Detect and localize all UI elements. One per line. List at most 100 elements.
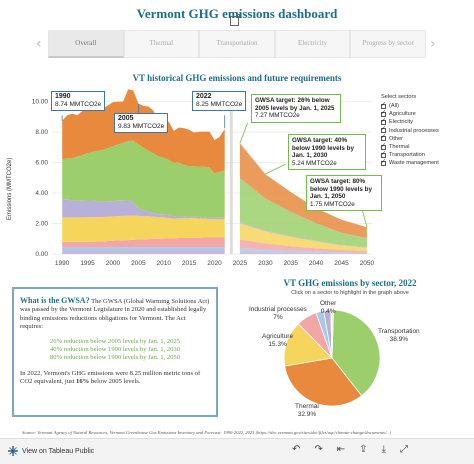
filter-industrial-processes[interactable]: Industrial processes: [381, 125, 439, 135]
historical-area-transportation: [62, 140, 225, 218]
pie-label-transportation: Transportation 38.9%: [378, 328, 420, 343]
historical-area-other: [62, 251, 225, 254]
tableau-logo-icon: [8, 446, 18, 456]
historical-area-industrial-processes: [62, 237, 225, 248]
checkbox-icon: [381, 158, 386, 166]
y-tick-label: 8.00: [35, 129, 48, 136]
pie-label-thermal: Thermal 32.9%: [295, 403, 319, 418]
gwsa-heading: What is the GWSA?: [20, 296, 90, 305]
revert-icon[interactable]: ⇤: [336, 444, 346, 455]
page-title: Vermont GHG emissions dashboard: [136, 6, 338, 21]
tab-overall[interactable]: Overall: [48, 30, 124, 58]
target-2050-label: GWSA target: 80% below 1990 levels by Ja…: [310, 178, 372, 201]
pie-subtitle: Click on a sector to highlight in the gr…: [291, 290, 409, 296]
x-tick-label: 2040: [309, 260, 324, 267]
historical-chart-title: VT historical GHG emissions and future r…: [132, 73, 342, 83]
x-tick-label: 2050: [360, 260, 375, 267]
x-tick-label: 2045: [334, 260, 349, 267]
tab-thermal[interactable]: Thermal: [123, 30, 200, 58]
filter-thermal[interactable]: Thermal: [381, 142, 439, 151]
callout-2005-year: 2005: [118, 115, 134, 122]
callout-1990-year: 1990: [55, 93, 71, 100]
requirement-area-agriculture: [239, 223, 367, 252]
tab-electricity[interactable]: Electricity: [274, 30, 351, 58]
gwsa-summary-pct: 16%: [76, 378, 90, 386]
gwsa-req-2030: 40% reduction below 1990 levels by Jan. …: [49, 346, 181, 354]
requirement-area-industrial-processes: [239, 239, 367, 253]
y-tick-label: 6.00: [35, 160, 48, 167]
requirement-area-thermal: [239, 143, 367, 238]
sector-filter: Select sectors (All) Agriculture Electri…: [381, 94, 439, 168]
filter-other[interactable]: Other: [381, 133, 439, 143]
view-on-tableau-link[interactable]: View on Tableau Public: [8, 446, 94, 456]
x-tick-label: 2030: [258, 260, 273, 267]
filter-agriculture[interactable]: Agriculture: [381, 109, 439, 118]
callout-2005: 2005 9.83 MMTCO2e: [114, 113, 169, 133]
pie-label-industrial-processes: Industrial processes 7%: [249, 306, 307, 321]
historical-area-electricity: [62, 199, 225, 220]
historical-area-agriculture: [62, 215, 225, 242]
download-icon[interactable]: ⤓: [381, 444, 386, 455]
callout-2022-value: 8.25 MMTCO2e: [196, 101, 243, 108]
x-tick-label: 1990: [55, 260, 70, 267]
x-tick-label: 2015: [182, 260, 197, 267]
pie-label-other: Other 0.4%: [320, 300, 337, 315]
tab-progress-by-sector[interactable]: Progress by sector: [350, 30, 426, 58]
requirement-area-transportation: [239, 178, 367, 248]
historical-area-chart[interactable]: 0.00 2.00 4.00 6.00 8.00 10.00 1990 1995 2000 200…: [0, 86, 380, 276]
target-2050-box: GWSA target: 80% below 1990 levels by Ja…: [306, 175, 382, 212]
x-tick-label: 2005: [131, 260, 146, 267]
target-2025-value: 7.27 MMTCO2e: [255, 112, 300, 120]
y-axis-title: Emissions (MMTCO2e): [7, 157, 13, 220]
gwsa-req-2050: 80% reduction below 1990 levels by Jan. …: [49, 354, 181, 362]
x-tick-label: 2010: [157, 260, 172, 267]
undo-icon[interactable]: ↶: [292, 444, 301, 455]
target-2050-value: 1.75 MMTCO2e: [310, 200, 355, 208]
callout-2022: 2022 8.25 MMTCO2e: [192, 91, 247, 111]
x-tick-label: 1995: [80, 260, 95, 267]
gwsa-req-2025: 26% reduction below 2005 levels by Jan. …: [49, 337, 181, 345]
pie-slice-thermal: [284, 357, 363, 407]
filter-all[interactable]: (All): [381, 101, 439, 110]
target-2050-leader: [361, 208, 368, 228]
x-tick-label: 2025: [233, 260, 248, 267]
fullscreen-icon[interactable]: ⤢: [399, 444, 408, 455]
redo-icon[interactable]: ↷: [314, 444, 323, 455]
gwsa-info-box: What is the GWSA? The GWSA (Global Warmi…: [12, 287, 218, 417]
pie-slice-other-fill: [331, 309, 334, 359]
tab-transportation[interactable]: Transportation: [199, 30, 275, 58]
gwsa-summary: In 2022, Vermont's GHG emissions were 8.…: [20, 369, 201, 386]
external-link-icon[interactable]: [230, 14, 240, 26]
gwsa-intro: The GWSA (Global Warming Solutions Act) …: [20, 298, 210, 331]
chevron-left-icon[interactable]: ‹: [36, 36, 42, 52]
sector-filter-title: Select sectors: [381, 94, 417, 100]
callout-1990-value: 8.74 MMTCO2e: [55, 101, 102, 108]
callout-2022-year: 2022: [196, 93, 212, 100]
y-tick-label: 4.00: [35, 190, 48, 197]
source-note: Source: Vermont Agency of Natural Resour…: [22, 430, 392, 435]
filter-waste-management[interactable]: Waste management: [381, 158, 439, 167]
x-tick-label: 2035: [283, 260, 298, 267]
historical-area-waste-management: [62, 247, 225, 251]
target-2030-value: 5.24 MMTCO2e: [292, 159, 337, 167]
target-2025-label: GWSA target: 26% below 2005 levels by Ja…: [255, 97, 335, 112]
pie-label-agriculture: Agriculture 15.3%: [262, 333, 294, 348]
share-icon[interactable]: ⇪: [359, 444, 368, 455]
x-tick-label: 2020: [207, 260, 222, 267]
chevron-right-icon[interactable]: ›: [430, 36, 436, 52]
callout-2005-value: 9.83 MMTCO2e: [118, 123, 165, 130]
story-tabs: Overall Thermal Transportation Electrici…: [48, 30, 426, 58]
pie-title: VT GHG emissions by sector, 2022: [283, 278, 417, 288]
callout-1990: 1990 8.74 MMTCO2e: [51, 91, 106, 111]
y-tick-label: 2.00: [35, 221, 48, 228]
requirement-area-waste-management: [239, 247, 367, 254]
target-2025-leader: [239, 122, 248, 144]
target-2025-box: GWSA target: 26% below 2005 levels by Ja…: [251, 94, 341, 123]
requirement-area-other: [239, 251, 367, 254]
sector-pie-chart[interactable]: [280, 300, 400, 415]
filter-electricity[interactable]: Electricity: [381, 117, 439, 126]
y-tick-label: 0.00: [35, 251, 48, 258]
x-tick-label: 2000: [106, 260, 121, 267]
pie-slice-transportation: [331, 309, 381, 397]
filter-transportation[interactable]: Transportation: [381, 150, 439, 159]
